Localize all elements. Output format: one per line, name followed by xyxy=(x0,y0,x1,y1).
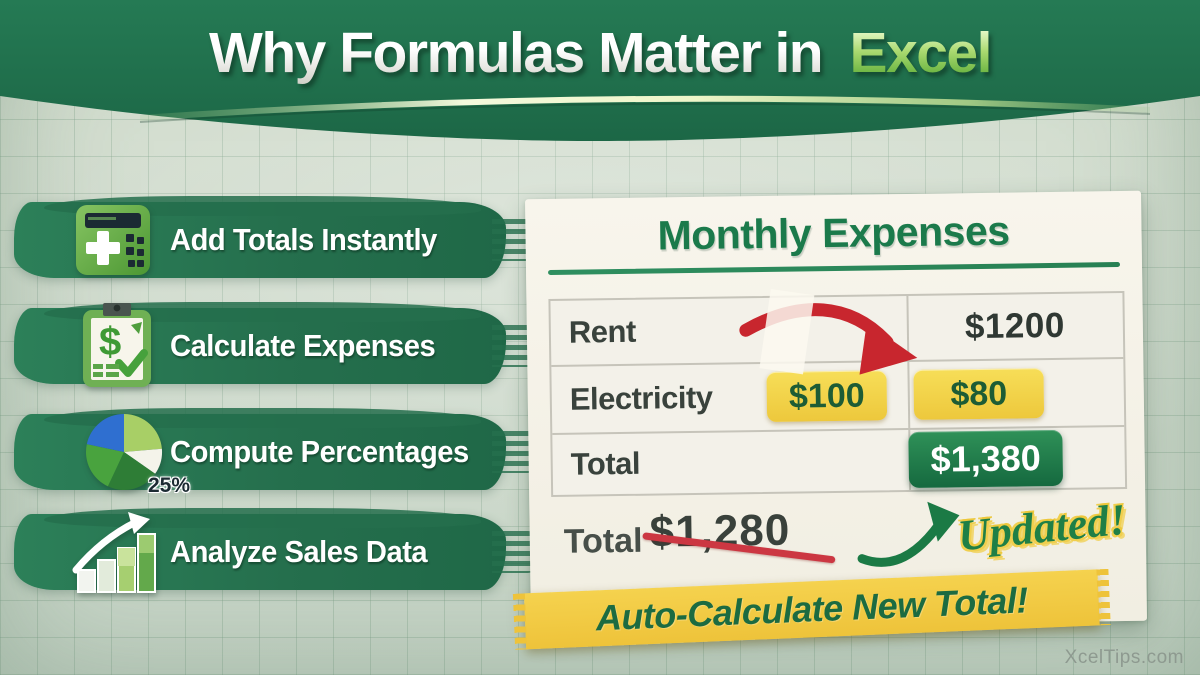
updated-label: Updated! xyxy=(955,494,1129,561)
page-title-main: Why Formulas Matter in xyxy=(209,21,824,85)
expense-card: Monthly Expenses Rent $1200 Electricity … xyxy=(523,190,1147,650)
total-badge: $1,380 xyxy=(908,429,1064,488)
feature-analyze-sales: Analyze Sales Data xyxy=(0,504,580,600)
page-title: Why Formulas Matter in Excel xyxy=(0,20,1200,86)
callout-banner-text: Auto-Calculate New Total! xyxy=(594,579,1029,639)
calculator-icon xyxy=(76,205,150,275)
feature-label: Compute Percentages xyxy=(170,434,469,469)
title-underline xyxy=(548,262,1121,276)
pie-chart-icon xyxy=(85,413,163,490)
new-value-badge: $80 xyxy=(913,368,1045,420)
green-arrow-icon xyxy=(857,501,960,567)
pie-percentage-label: 25% xyxy=(147,474,190,497)
row-label: Total xyxy=(570,445,641,482)
feature-label: Calculate Expenses xyxy=(170,328,436,363)
feature-icon-box xyxy=(70,510,166,594)
page-title-accent: Excel xyxy=(849,21,992,85)
feature-icon-box: 25% xyxy=(78,406,190,498)
feature-icon-box xyxy=(74,202,152,278)
feature-label: Analyze Sales Data xyxy=(170,534,428,569)
feature-add-totals: Add Totals Instantly xyxy=(0,192,580,288)
old-total-value: $1,280 xyxy=(642,506,836,564)
clipboard-dollar-icon: $ xyxy=(83,303,151,387)
banner-swoosh xyxy=(139,95,1151,121)
feature-label: Add Totals Instantly xyxy=(170,222,437,257)
header-banner xyxy=(0,0,1200,141)
card-title: Monthly Expenses xyxy=(657,207,1010,259)
feature-compute-percentages: 25% Compute Percentages xyxy=(0,404,580,500)
row-value: $1200 xyxy=(964,305,1066,347)
expense-table: Rent $1200 Electricity $100 $80 Total $1… xyxy=(548,290,1128,497)
old-total-label: Total xyxy=(563,521,643,561)
callout-banner: Auto-Calculate New Total! xyxy=(523,569,1100,650)
row-label: Electricity xyxy=(569,379,713,417)
banner-swoosh-shadow xyxy=(139,102,1151,123)
watermark: XcelTips.com xyxy=(1064,647,1184,668)
feature-icon-box: $ xyxy=(78,301,156,391)
red-arrow-icon xyxy=(739,303,918,375)
svg-text:$: $ xyxy=(99,320,121,364)
bar-chart-icon xyxy=(72,512,156,593)
feature-calculate-expenses: $ Calculate Expenses xyxy=(0,298,580,394)
row-label: Rent xyxy=(568,313,637,350)
table-row-total: Total $1,380 xyxy=(552,424,1126,495)
